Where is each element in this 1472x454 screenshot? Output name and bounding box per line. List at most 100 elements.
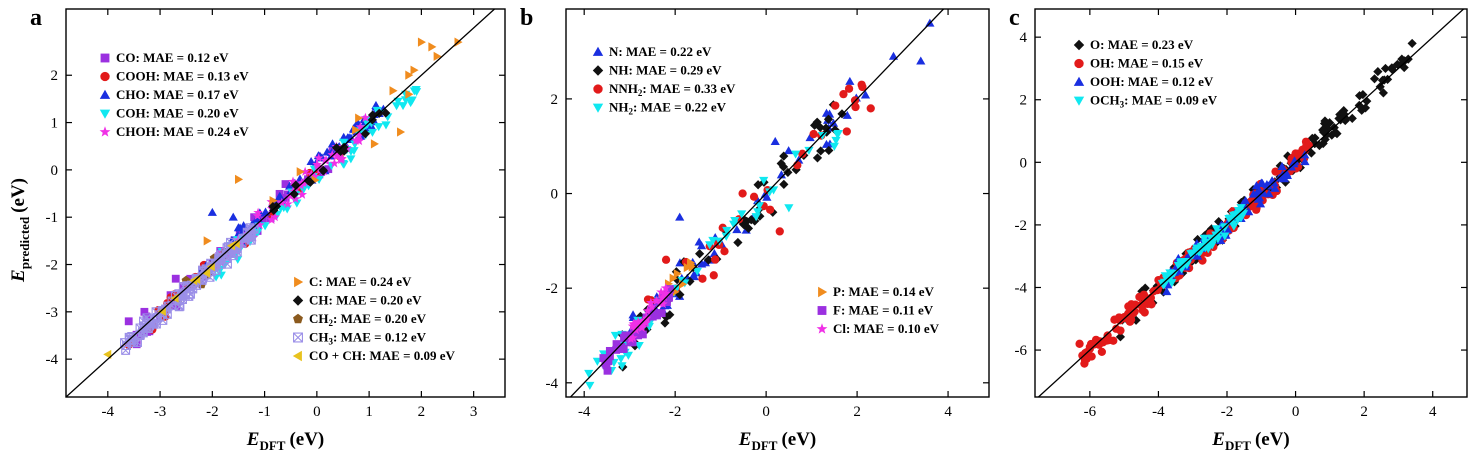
data-point — [793, 161, 802, 170]
data-point — [1233, 207, 1243, 216]
data-point — [685, 276, 695, 286]
data-point — [721, 232, 731, 241]
y-axis-label: Epredicted (eV) — [8, 178, 32, 283]
data-point — [1375, 82, 1385, 92]
legend-marker — [99, 109, 111, 119]
data-point — [737, 210, 747, 219]
data-point — [1302, 142, 1311, 151]
data-point — [831, 101, 840, 110]
series-ch3 — [120, 223, 259, 355]
legend-marker — [99, 126, 111, 137]
data-point — [705, 241, 715, 250]
x-tick-label: -2 — [669, 404, 682, 420]
legend-label: OH: MAE = 0.15 eV — [1090, 56, 1204, 71]
data-point — [288, 176, 298, 186]
y-tick-label: -2 — [46, 258, 59, 274]
plot-frame — [65, 8, 506, 398]
data-point — [636, 322, 647, 332]
data-point — [1178, 258, 1188, 267]
data-layer — [66, 9, 495, 397]
data-point — [660, 318, 670, 328]
data-point — [829, 142, 839, 151]
x-tick-label: -1 — [258, 404, 271, 420]
data-point — [1199, 234, 1209, 243]
x-tick-label: 4 — [944, 404, 952, 420]
data-point — [186, 274, 195, 283]
data-point — [360, 112, 371, 122]
data-point — [346, 155, 356, 164]
data-point — [202, 268, 211, 278]
data-point — [103, 349, 112, 360]
data-point — [779, 179, 789, 190]
data-point — [298, 186, 308, 195]
data-point — [709, 271, 718, 280]
legend-marker — [293, 313, 303, 324]
data-point — [754, 202, 764, 211]
y-axis-label-sub: predicted — [17, 216, 32, 269]
data-point — [753, 196, 763, 205]
y-tick-label: 4 — [1020, 30, 1028, 46]
data-point — [354, 130, 365, 140]
data-point — [1306, 148, 1316, 158]
legend-label: CHOH: MAE = 0.24 eV — [116, 124, 249, 139]
data-point — [1097, 347, 1107, 357]
data-point — [648, 312, 657, 321]
legend-marker — [294, 276, 304, 288]
data-point — [755, 211, 765, 221]
data-point — [1131, 300, 1140, 309]
x-tick-label: 1 — [365, 404, 373, 420]
data-point — [630, 319, 640, 329]
data-point — [121, 345, 131, 355]
data-point — [270, 212, 280, 222]
data-point — [776, 170, 787, 179]
data-point — [842, 127, 851, 136]
data-point — [809, 129, 818, 139]
data-point — [1130, 307, 1139, 316]
data-point — [285, 190, 295, 201]
data-point — [329, 158, 340, 168]
data-point — [1263, 181, 1273, 190]
data-point — [327, 149, 338, 159]
data-point — [1162, 287, 1172, 296]
x-tick-label: -4 — [1152, 404, 1165, 420]
legend-label: N: MAE = 0.22 eV — [609, 44, 712, 59]
legend-marker — [592, 103, 604, 113]
data-point — [397, 127, 406, 137]
legend-label: CO: MAE = 0.12 eV — [116, 50, 229, 65]
legend-marker — [816, 323, 828, 334]
data-point — [290, 193, 301, 204]
data-point — [296, 167, 305, 177]
data-point — [1289, 156, 1299, 165]
data-point — [1320, 116, 1330, 126]
data-point — [1358, 89, 1368, 100]
legend-label: CH2: MAE = 0.20 eV — [309, 311, 427, 328]
data-point — [355, 113, 364, 123]
data-point — [626, 333, 636, 344]
legend-marker — [292, 295, 304, 306]
data-point — [254, 219, 265, 230]
data-point — [433, 51, 442, 61]
legend-label: NH: MAE = 0.29 eV — [609, 63, 722, 78]
data-point — [1369, 74, 1380, 84]
data-point — [207, 207, 217, 216]
legend-marker — [1073, 96, 1085, 106]
data-point — [400, 96, 411, 105]
legend-marker — [1073, 76, 1085, 86]
data-point — [666, 285, 674, 293]
y-axis-label-unit: (eV) — [8, 178, 29, 213]
legend-label: O: MAE = 0.23 eV — [1090, 37, 1194, 52]
data-point — [1138, 306, 1147, 315]
data-point — [332, 151, 342, 161]
data-point — [124, 317, 133, 326]
data-point — [1139, 290, 1149, 299]
data-point — [275, 191, 285, 201]
data-point — [1378, 88, 1388, 98]
y-tick-label: -4 — [546, 376, 559, 392]
data-point — [665, 293, 673, 302]
data-point — [778, 162, 789, 172]
legend-marker — [99, 89, 111, 99]
data-point — [306, 169, 317, 179]
plot-frame — [1034, 8, 1468, 398]
data-point — [417, 37, 426, 47]
x-tick-label: 2 — [1360, 404, 1368, 420]
